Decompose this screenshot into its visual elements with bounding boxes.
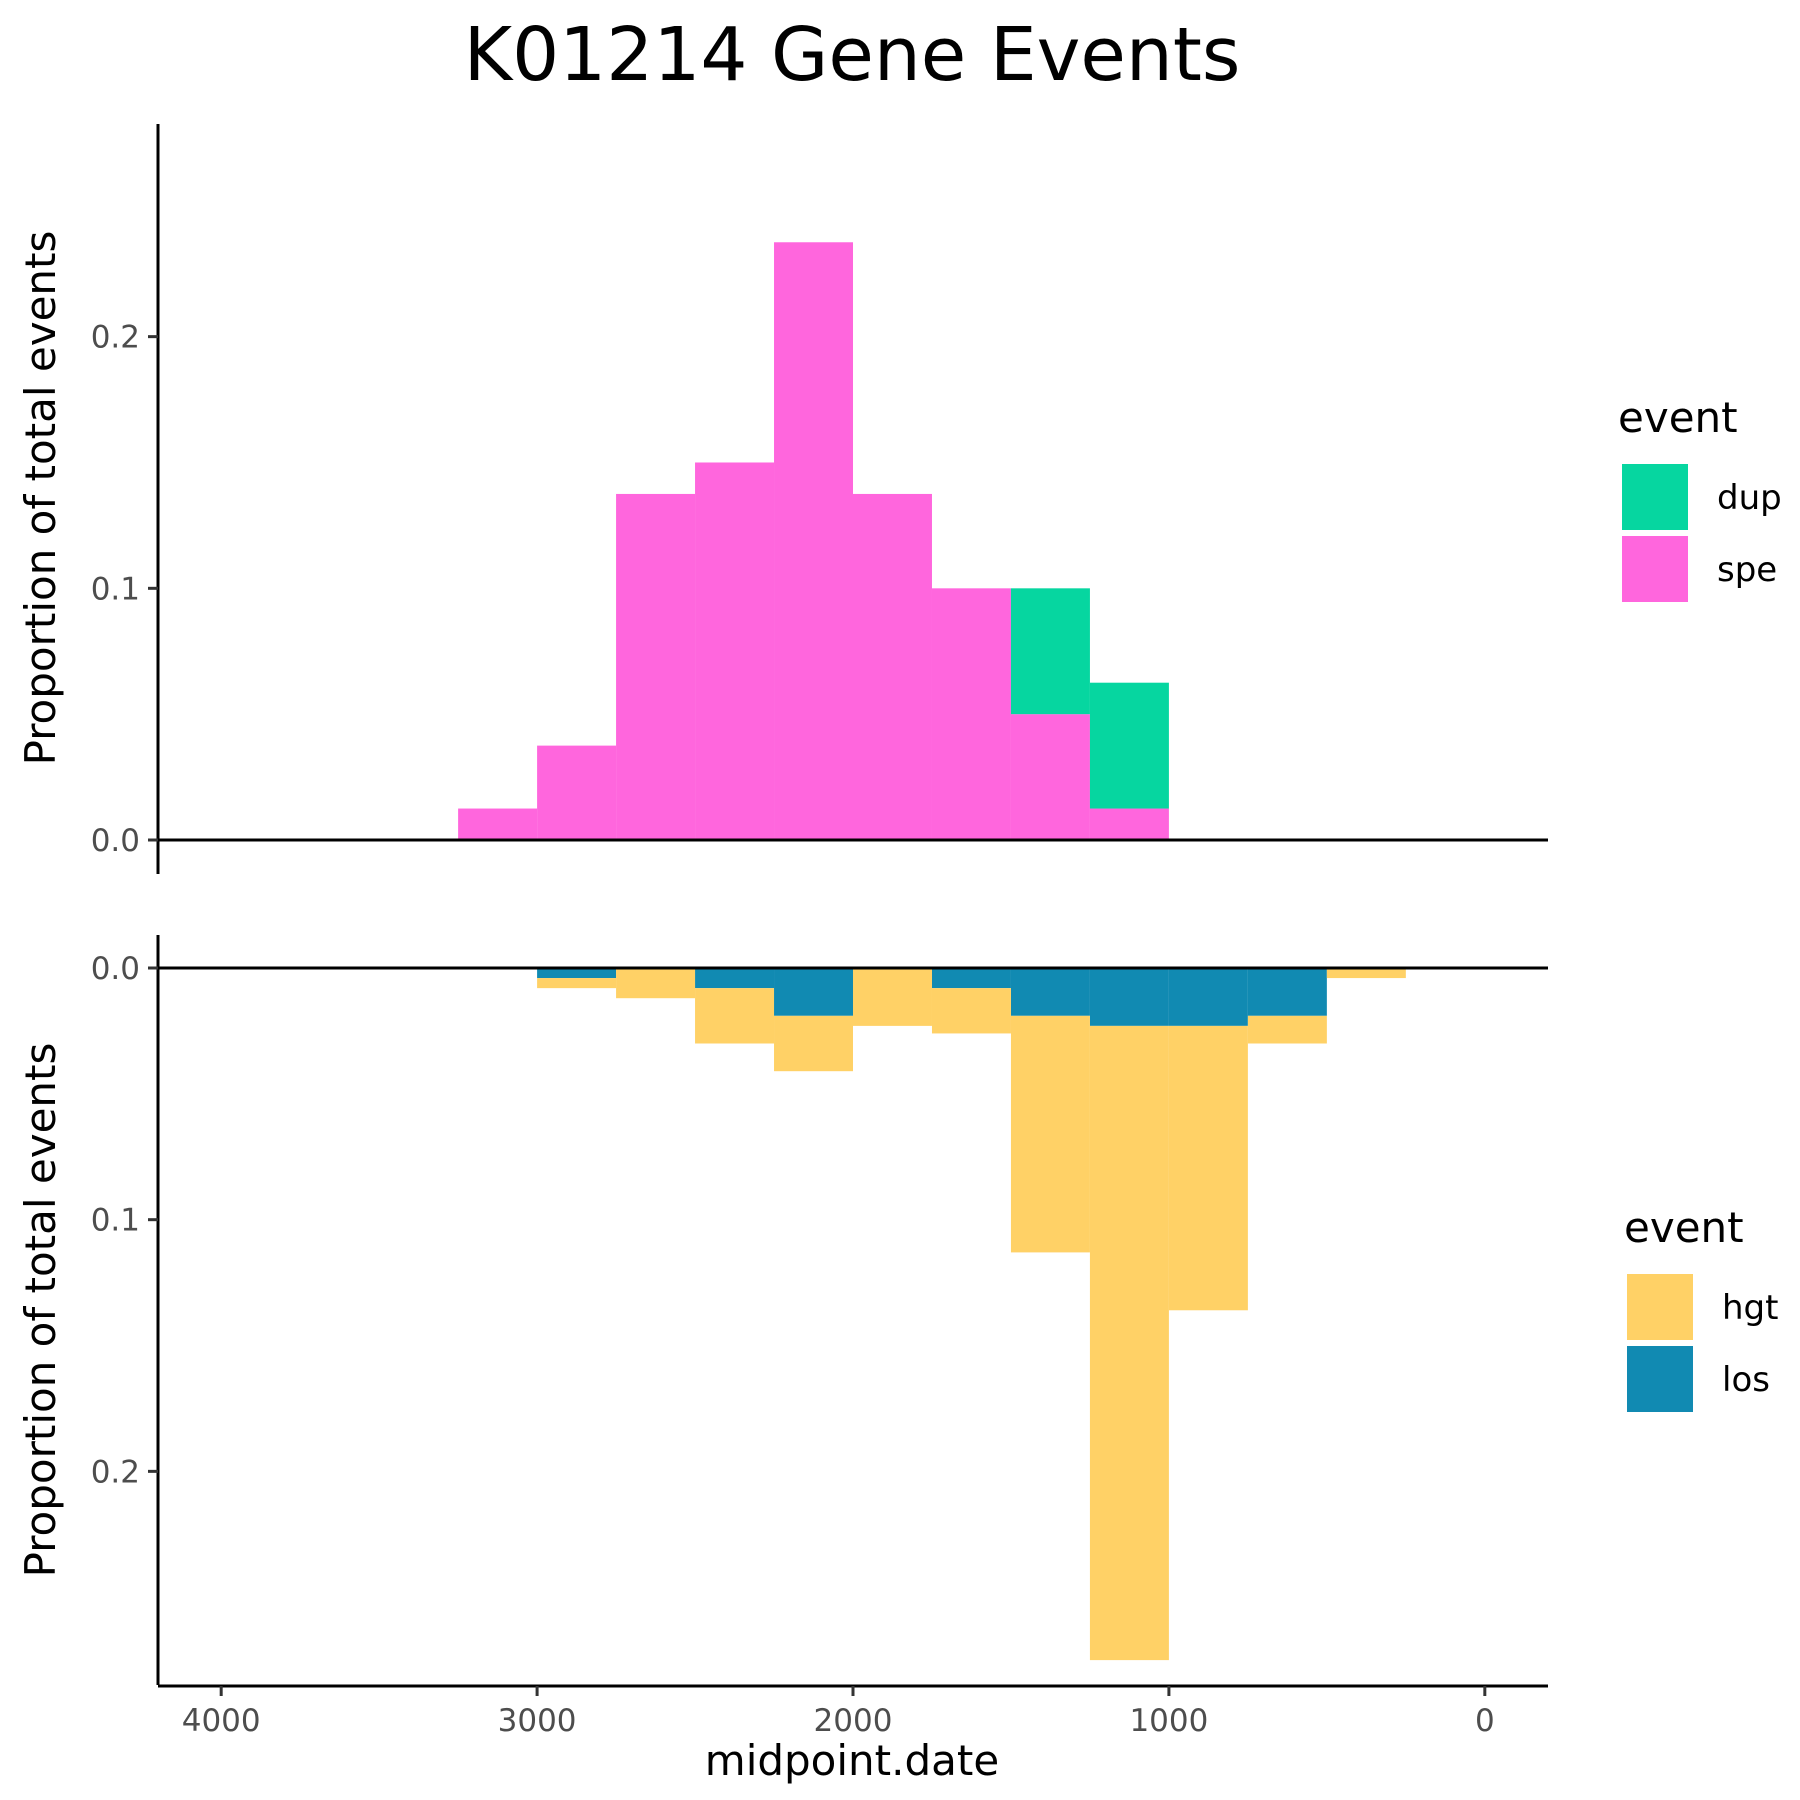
legend-label-dup: dup: [1717, 478, 1782, 518]
bottom-bar-hgt-500-250: [1326, 968, 1406, 979]
bottom-panel-y-ticks: 0.0 0.1 0.2: [91, 951, 158, 1490]
x-tick-label: 3000: [498, 1703, 577, 1739]
top-panel: 0.0 0.1 0.2 Proportion of total events: [16, 124, 1548, 874]
bottom-legend-title: event: [1624, 1203, 1744, 1252]
bottom-bar-hgt-1000-750: [1168, 1025, 1248, 1311]
bottom-bar-hgt-2250-2000: [774, 1015, 853, 1072]
bottom-bar-los-750-500: [1247, 968, 1327, 1016]
chart-title: K01214 Gene Events: [464, 12, 1241, 98]
bottom-panel: 0.0 0.1 0.2 4000 3000 2000 1000 0 Proportion o…: [16, 935, 1548, 1785]
top-legend: event dup spe: [1618, 393, 1782, 602]
bottom-bar-hgt-1500-1250: [1010, 1015, 1090, 1253]
top-panel-bars: [458, 242, 1169, 840]
top-y-tick-label: 0.0: [91, 823, 140, 859]
top-y-tick-label: 0.2: [91, 320, 140, 356]
bottom-bar-hgt-1750-1500: [931, 988, 1011, 1034]
legend-label-los: los: [1722, 1360, 1770, 1400]
legend-label-spe: spe: [1717, 550, 1777, 590]
top-bar-spe-2750-2500: [616, 493, 696, 840]
bottom-bar-hgt-1250-1000: [1089, 1025, 1169, 1661]
top-bar-spe-1750-1500: [931, 588, 1011, 840]
top-bar-dup-1500-1250: [1010, 588, 1090, 715]
legend-swatch-dup: [1622, 464, 1688, 530]
top-bar-spe-2000-1750: [853, 493, 932, 840]
bottom-bar-los-3000-2750: [537, 968, 617, 979]
bottom-y-tick-label: 0.0: [91, 951, 140, 987]
bottom-bar-los-1000-750: [1168, 968, 1248, 1026]
x-tick-label: 2000: [814, 1703, 893, 1739]
bottom-bar-los-2250-2000: [774, 968, 853, 1016]
legend-swatch-los: [1627, 1346, 1693, 1412]
top-legend-items: dup spe: [1622, 464, 1782, 602]
bottom-bar-hgt-2500-2250: [695, 988, 775, 1044]
bottom-bar-hgt-2000-1750: [853, 968, 932, 1026]
top-bar-spe-1500-1250: [1010, 714, 1090, 840]
top-panel-y-ticks: 0.0 0.1 0.2: [91, 320, 158, 859]
bottom-bar-hgt-3000-2750: [537, 978, 617, 989]
legend-swatch-hgt: [1627, 1274, 1693, 1340]
bottom-panel-y-axis-label: Proportion of total events: [16, 1043, 65, 1578]
top-bar-spe-2250-2000: [774, 242, 853, 840]
bottom-bar-los-1250-1000: [1089, 968, 1169, 1026]
bottom-legend-items: hgt los: [1627, 1274, 1778, 1412]
legend-label-hgt: hgt: [1722, 1288, 1778, 1328]
x-tick-label: 4000: [182, 1703, 261, 1739]
bottom-panel-bars: [537, 968, 1406, 1661]
bottom-y-tick-label: 0.2: [91, 1454, 140, 1490]
top-bar-spe-1250-1000: [1089, 808, 1169, 840]
top-bar-dup-1250-1000: [1089, 682, 1169, 809]
bottom-y-tick-label: 0.1: [91, 1203, 140, 1239]
bottom-legend: event hgt los: [1624, 1203, 1778, 1412]
legend-swatch-spe: [1622, 536, 1688, 602]
top-bar-spe-3250-3000: [458, 808, 538, 840]
x-tick-label: 0: [1475, 1703, 1495, 1739]
x-tick-label: 1000: [1129, 1703, 1208, 1739]
top-panel-y-axis-label: Proportion of total events: [16, 231, 65, 766]
top-bar-spe-2500-2250: [695, 462, 775, 840]
x-axis-ticks: 4000 3000 2000 1000 0: [182, 1686, 1495, 1739]
top-y-tick-label: 0.1: [91, 571, 140, 607]
top-legend-title: event: [1618, 393, 1738, 442]
x-axis-label: midpoint.date: [705, 1736, 999, 1785]
bottom-bar-hgt-750-500: [1247, 1015, 1327, 1044]
bottom-bar-los-2500-2250: [695, 968, 775, 989]
bottom-bar-los-1500-1250: [1010, 968, 1090, 1016]
bottom-bar-los-1750-1500: [931, 968, 1011, 989]
bottom-bar-hgt-2750-2500: [616, 968, 696, 999]
top-bar-spe-3000-2750: [537, 745, 617, 840]
